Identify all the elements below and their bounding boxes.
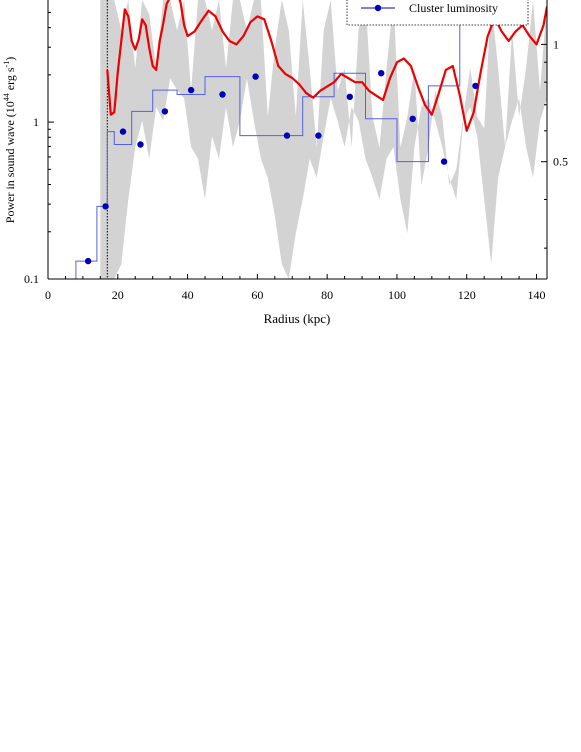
x-tick-label: 100 — [388, 288, 406, 302]
luminosity-point — [283, 132, 291, 139]
legend-box — [346, 0, 529, 26]
legend-label: Cluster luminosity — [409, 1, 498, 15]
x-tick-label: 80 — [321, 288, 333, 302]
luminosity-point — [219, 91, 226, 98]
y2-tick-label: 1 — [553, 37, 559, 51]
luminosity-point — [440, 158, 448, 165]
x-tick-label: 40 — [182, 288, 194, 302]
y-axis-label-exp: 44 — [2, 93, 11, 101]
x-axis-label: Radius (kpc) — [264, 311, 331, 326]
luminosity-point — [252, 73, 259, 80]
luminosity-point — [472, 82, 479, 90]
red-curve-layer — [106, 0, 547, 132]
y-axis-label-unit: erg s — [3, 67, 17, 93]
luminosity-point — [187, 86, 195, 94]
x-tick-label: 120 — [458, 288, 476, 302]
luminosity-marker-layer — [84, 70, 479, 265]
y-axis-label: Power in sound wave (1044 erg s-1) — [2, 57, 17, 223]
luminosity-point — [84, 257, 92, 265]
luminosity-point — [378, 70, 385, 77]
x-tick-label: 20 — [112, 288, 124, 302]
x-tick-label: 0 — [45, 288, 51, 302]
luminosity-point — [346, 93, 353, 101]
x-tick-label: 60 — [251, 288, 263, 302]
legend: Cluster luminosity — [346, 0, 529, 26]
y-axis-ticks: 0.11 — [24, 11, 54, 286]
x-axis-ticks: 0 20 40 60 80 100 120 140 — [45, 274, 546, 302]
luminosity-point — [119, 128, 127, 135]
luminosity-point — [102, 203, 109, 210]
y-tick-label: 1 — [33, 115, 39, 129]
x-tick-label: 140 — [528, 288, 546, 302]
legend-marker-sample — [374, 4, 382, 12]
red-curve — [106, 0, 547, 132]
y-tick-label: 0.1 — [24, 272, 39, 286]
right-axis-ticks: 10.5 — [541, 37, 568, 249]
luminosity-point — [137, 141, 144, 148]
luminosity-point — [409, 115, 416, 123]
y-axis-label-main: Power in sound wave (10 — [3, 101, 17, 223]
uncertainty-band-layer — [100, 0, 547, 279]
luminosity-point — [315, 132, 322, 139]
luminosity-step-line — [75, 0, 461, 279]
uncertainty-band — [100, 0, 547, 279]
luminosity-point — [161, 108, 169, 115]
y-axis-label-unit-exp: -1 — [2, 61, 11, 68]
y-axis-label-close: ) — [3, 57, 17, 61]
y2-tick-label: 0.5 — [553, 155, 568, 169]
luminosity-step-layer — [75, 0, 461, 279]
